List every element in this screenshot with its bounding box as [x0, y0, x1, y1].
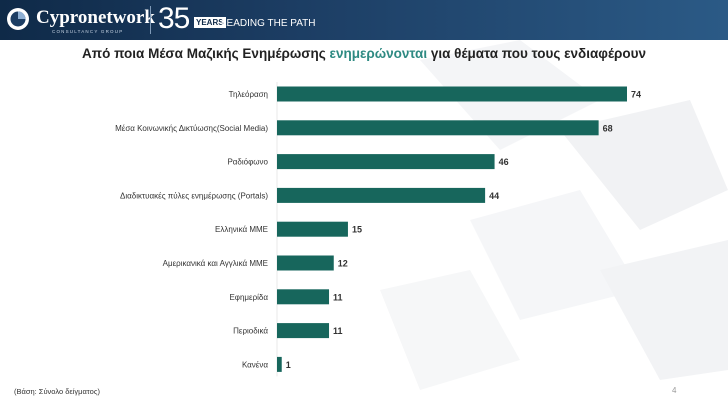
value-label-7: 11 — [333, 326, 343, 336]
title-highlight: ενημερώνονται — [329, 46, 428, 61]
value-label-4: 15 — [352, 225, 362, 235]
category-label-8: Κανένα — [242, 360, 268, 369]
bar-0 — [277, 86, 627, 102]
category-label-2: Ραδιόφωνο — [227, 158, 268, 167]
category-label-4: Ελληνικά ΜΜΕ — [215, 225, 268, 234]
header-divider — [150, 6, 151, 34]
bar-4 — [277, 221, 348, 237]
background-pattern — [380, 40, 728, 390]
header-tagline: LEADING THE PATH — [221, 18, 316, 29]
bar-1 — [277, 120, 599, 136]
value-label-2: 46 — [499, 157, 509, 167]
chart-title: Από ποια Μέσα Μαζικής Ενημέρωσης ενημερώ… — [0, 46, 728, 61]
category-label-6: Εφημερίδα — [229, 293, 268, 302]
title-after: για θέματα που τους ενδιαφέρουν — [427, 46, 647, 61]
anniversary-number: 35 — [158, 2, 190, 35]
page-number: 4 — [672, 386, 677, 395]
value-label-1: 68 — [603, 123, 613, 133]
bar-7 — [277, 323, 330, 339]
bar-3 — [277, 187, 486, 203]
brand-name: Cypronetwork — [36, 7, 155, 28]
value-label-8: 1 — [286, 360, 291, 370]
category-label-1: Μέσα Κοινωνικής Δικτύωσης(Social Media) — [115, 124, 268, 133]
value-label-5: 12 — [338, 259, 348, 269]
bar-5 — [277, 255, 334, 271]
brand-logo: Cypronetwork CONSULTANCY GROUP — [6, 4, 155, 36]
bar-2 — [277, 154, 495, 170]
bar-6 — [277, 289, 330, 305]
brand-subtitle: CONSULTANCY GROUP — [52, 29, 124, 34]
category-label-7: Περιοδικά — [233, 327, 268, 336]
value-label-0: 74 — [631, 90, 641, 100]
bar-8 — [277, 356, 282, 372]
value-label-6: 11 — [333, 292, 343, 302]
category-label-5: Αμερικανικά και Αγγλικά ΜΜΕ — [163, 259, 268, 268]
value-label-3: 44 — [489, 191, 499, 201]
header-bar: Cypronetwork CONSULTANCY GROUP 35 YEARS … — [0, 0, 728, 40]
category-label-0: Τηλεόραση — [229, 90, 268, 99]
base-footnote: (Βάση: Σύνολο δείγματος) — [14, 387, 100, 396]
title-before: Από ποια Μέσα Μαζικής Ενημέρωσης — [81, 46, 330, 61]
anniversary-years: YEARS — [194, 17, 226, 28]
logo-mark-icon — [7, 8, 29, 30]
category-label-3: Διαδικτυακές πύλες ενημέρωσης (Portals) — [120, 191, 268, 200]
